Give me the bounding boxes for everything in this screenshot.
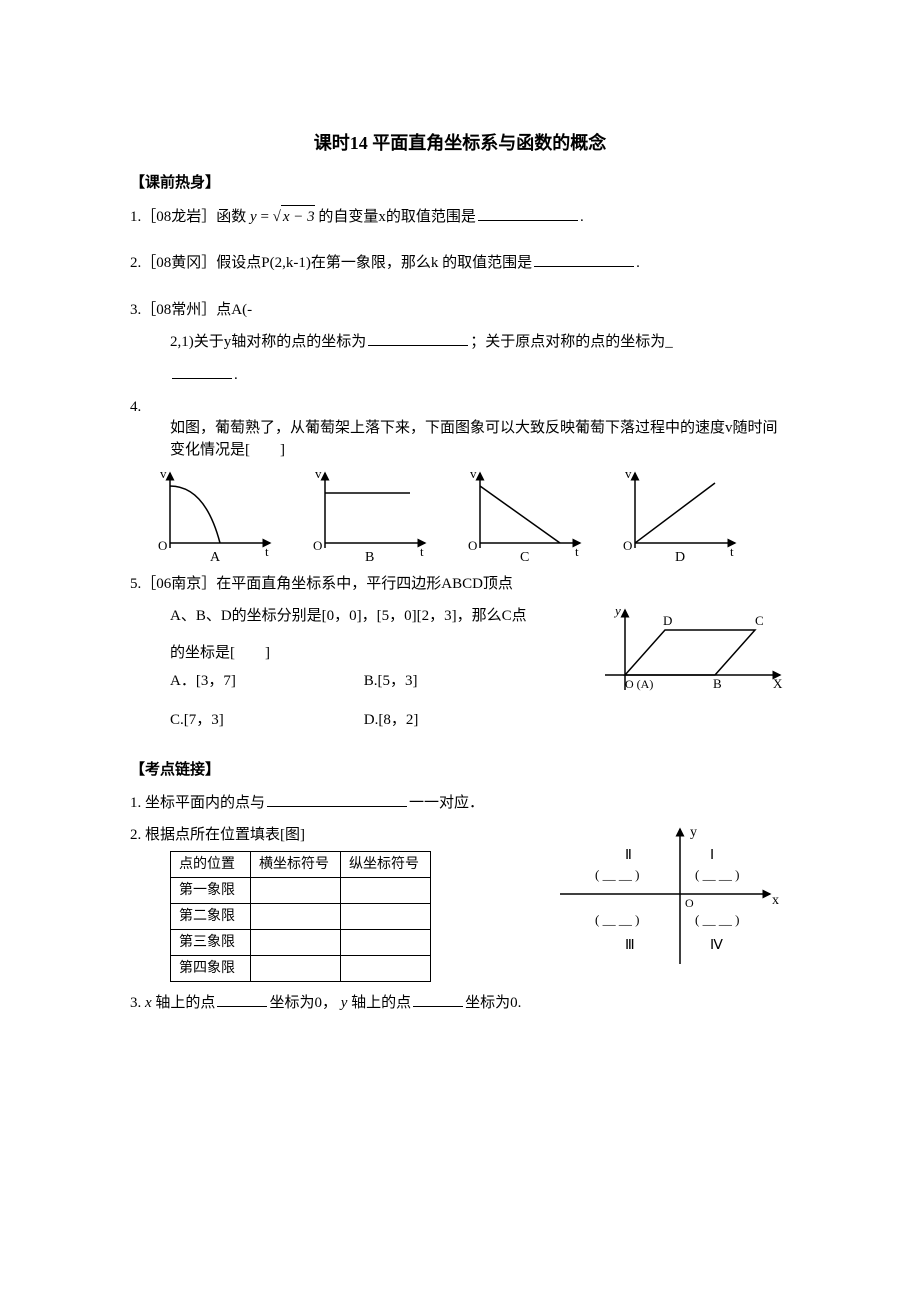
svg-text:O: O [623, 538, 632, 553]
keypoint-3: 3. x 轴上的点坐标为0， y 轴上的点坐标为0. [130, 992, 790, 1015]
q5-opt-a: A．[3，7] [170, 670, 360, 693]
question-3: 3.［08常州］点A(- 2,1)关于y轴对称的点的坐标为 ；关于原点对称的点的坐… [130, 299, 790, 387]
quadrant-table: 点的位置 横坐标符号 纵坐标符号 第一象限 第二象限 第三象限 第四象限 [170, 851, 431, 982]
svg-text:( __ __ ): ( __ __ ) [595, 912, 639, 927]
blank [534, 266, 634, 267]
table-row-2: 第三象限 [171, 929, 251, 955]
svg-text:C: C [755, 613, 764, 628]
blank [267, 806, 407, 807]
q4-graph-c: v t O C [460, 468, 590, 563]
q3-text3: ；关于原点对称的点的坐标为_ [470, 334, 673, 350]
svg-text:( __ __ ): ( __ __ ) [695, 912, 739, 927]
kp3-text4: 轴上的点 [347, 995, 411, 1011]
svg-text:v: v [160, 468, 167, 481]
svg-text:y: y [690, 825, 697, 840]
svg-text:Ⅳ: Ⅳ [710, 938, 723, 953]
q4-num: 4. [130, 396, 790, 419]
blank [478, 220, 578, 221]
svg-text:O: O [685, 896, 694, 910]
table-header-1: 横坐标符号 [251, 851, 341, 877]
svg-text:( __ __ ): ( __ __ ) [595, 867, 639, 882]
keypoint-2: 2. 根据点所在位置填表[图] 点的位置 横坐标符号 纵坐标符号 第一象限 第二… [130, 824, 790, 982]
kp3-text3: 坐标为0， [269, 995, 340, 1011]
section2-header: 【考点链接】 [130, 759, 790, 782]
q2-text1: 2.［08黄冈］假设点P(2,k-1)在第一象限，那么k 的取值范围是 [130, 255, 532, 271]
q1-y: y [250, 209, 257, 225]
svg-text:v: v [625, 468, 632, 481]
kp2-text: 2. 根据点所在位置填表[图] [130, 827, 305, 843]
q1-end: . [580, 209, 584, 225]
svg-text:B: B [713, 676, 722, 691]
kp1-text1: 1. 坐标平面内的点与 [130, 795, 265, 811]
q5-text3: 的坐标是[ ] [170, 645, 270, 661]
svg-text:A: A [210, 550, 221, 563]
svg-text:( __ __ ): ( __ __ ) [695, 867, 739, 882]
kp3-text2: 轴上的点 [152, 995, 216, 1011]
svg-text:Ⅲ: Ⅲ [625, 938, 635, 953]
question-5: 5.［06南京］在平面直角坐标系中，平行四边形ABCD顶点 A、B、D的坐标分别… [130, 573, 790, 732]
svg-text:C: C [520, 550, 529, 563]
q1-prefix: 1.［08龙岩］函数 [130, 209, 250, 225]
svg-text:D: D [663, 613, 672, 628]
q4-graph-b: v t O B [305, 468, 435, 563]
question-1: 1.［08龙岩］函数 y = √x − 3 的自变量x的取值范围是. [130, 205, 790, 229]
q3-text2: 2,1)关于y轴对称的点的坐标为 [170, 334, 366, 350]
page: 课时14 平面直角坐标系与函数的概念 【课前热身】 1.［08龙岩］函数 y =… [0, 0, 920, 1074]
kp1-text2: 一一对应． [409, 795, 484, 811]
q5-text2: A、B、D的坐标分别是[0，0]，[5，0][2，3]，那么C点 [170, 608, 527, 624]
q4-graph-a: v t O A [150, 468, 280, 563]
svg-text:D: D [675, 550, 685, 563]
svg-text:O: O [313, 538, 322, 553]
q5-parallelogram-figure: y O (A) B X D C [595, 605, 790, 700]
svg-text:O (A): O (A) [625, 677, 653, 691]
q1-sqrt-expr: x − 3 [283, 209, 315, 225]
svg-text:v: v [470, 468, 477, 481]
q5-text1: 5.［06南京］在平面直角坐标系中，平行四边形ABCD顶点 [130, 576, 513, 592]
q4-body: 如图，葡萄熟了，从葡萄架上落下来，下面图象可以大致反映葡萄下落过程中的速度v随时… [170, 420, 778, 459]
blank [172, 378, 232, 379]
svg-text:t: t [265, 544, 269, 559]
section1-header: 【课前热身】 [130, 172, 790, 195]
kp3-text1: 3. [130, 995, 145, 1011]
svg-text:v: v [315, 468, 322, 481]
quadrant-figure: y x O Ⅱ Ⅰ Ⅲ Ⅳ ( __ __ ) ( __ __ ) ( __ _… [550, 824, 790, 974]
keypoint-1: 1. 坐标平面内的点与 一一对应． [130, 792, 790, 815]
q5-opt-c: C.[7，3] [170, 709, 360, 732]
q5-opt-d: D.[8，2] [364, 709, 554, 732]
svg-text:O: O [468, 538, 477, 553]
svg-text:t: t [420, 544, 424, 559]
table-row-1: 第二象限 [171, 903, 251, 929]
blank [368, 345, 468, 346]
q5-opt-b: B.[5，3] [364, 670, 554, 693]
q1-eq: = [257, 209, 273, 225]
svg-text:t: t [730, 544, 734, 559]
table-header-0: 点的位置 [171, 851, 251, 877]
svg-text:t: t [575, 544, 579, 559]
kp3-text5: 坐标为0. [465, 995, 521, 1011]
svg-text:O: O [158, 538, 167, 553]
q4-graphs: v t O A v t O B v t O [130, 468, 790, 563]
blank [413, 1006, 463, 1007]
q1-sqrt-inner: x − 3 [281, 205, 315, 229]
svg-text:Ⅱ: Ⅱ [625, 848, 632, 863]
q3-end: . [234, 367, 238, 383]
question-2: 2.［08黄冈］假设点P(2,k-1)在第一象限，那么k 的取值范围是. [130, 252, 790, 275]
svg-text:X: X [773, 676, 783, 691]
svg-text:Ⅰ: Ⅰ [710, 848, 714, 863]
table-header-2: 纵坐标符号 [341, 851, 431, 877]
q2-end: . [636, 255, 640, 271]
page-title: 课时14 平面直角坐标系与函数的概念 [130, 130, 790, 157]
table-row-0: 第一象限 [171, 877, 251, 903]
svg-text:B: B [365, 550, 374, 563]
kp3-x: x [145, 995, 152, 1011]
q1-suffix: 的自变量x的取值范围是 [315, 209, 476, 225]
q3-text1: 3.［08常州］点A(- [130, 302, 252, 318]
svg-text:x: x [772, 893, 779, 908]
question-4: 4. 如图，葡萄熟了，从葡萄架上落下来，下面图象可以大致反映葡萄下落过程中的速度… [130, 396, 790, 563]
blank [217, 1006, 267, 1007]
q4-graph-d: v t O D [615, 468, 745, 563]
table-row-3: 第四象限 [171, 955, 251, 981]
svg-text:y: y [613, 605, 621, 618]
